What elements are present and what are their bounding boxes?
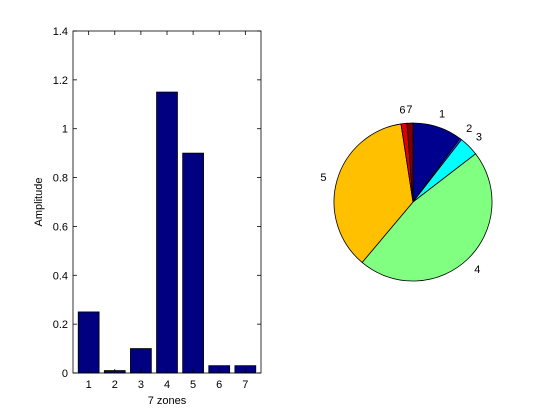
pie-label: 6	[399, 105, 405, 117]
y-axis-label: Amplitude	[33, 178, 45, 227]
y-tick-label: 0.4	[53, 270, 68, 282]
pie-label: 1	[439, 109, 445, 121]
pie-slice	[333, 123, 414, 264]
y-tick-label: 0	[62, 368, 68, 380]
y-tick-label: 0.6	[53, 221, 68, 233]
y-tick-label: 1.2	[53, 75, 68, 87]
y-tick-label: 0.2	[53, 319, 68, 331]
bar	[156, 91, 178, 374]
y-tick-label: 0.8	[53, 173, 68, 185]
pie-slice	[361, 153, 493, 282]
x-tick-label: 2	[112, 379, 118, 391]
bar-chart: 0 0.2 0.4 0.6 0.8 1 1.2 1.4 1 2 3 4 5 6 7 7 zones Amplit…	[33, 26, 262, 407]
y-tick-label: 1	[62, 124, 68, 136]
x-tick-label: 3	[138, 379, 144, 391]
bar	[77, 311, 100, 374]
pie-label: 5	[320, 172, 326, 184]
pie-label: 4	[474, 264, 480, 276]
x-tick-label: 1	[86, 379, 92, 391]
x-tick-label: 6	[216, 379, 222, 391]
pie-label: 7	[406, 104, 412, 116]
pie-label: 3	[476, 131, 482, 143]
pie-label: 2	[466, 123, 472, 135]
x-tick-label: 5	[190, 379, 196, 391]
y-tick-label: 1.4	[53, 26, 68, 38]
bar	[182, 152, 204, 374]
x-axis-label: 7 zones	[148, 395, 187, 407]
pie-slice	[406, 122, 414, 203]
x-tick-label: 7	[242, 379, 248, 391]
x-tick-label: 4	[164, 379, 170, 391]
